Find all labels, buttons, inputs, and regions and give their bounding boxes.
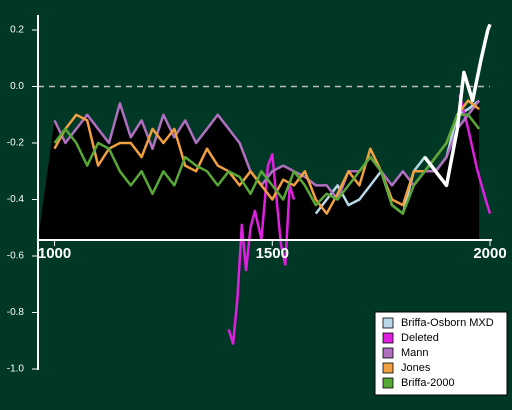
y-tick-label: 0.0 <box>10 81 24 92</box>
y-tick-label: 0.2 <box>10 25 24 36</box>
series-line <box>53 113 481 215</box>
x-tick-label: 1500 <box>256 245 289 262</box>
x-tick-label: 2000 <box>473 245 506 262</box>
y-tick-label: -1.0 <box>7 364 25 375</box>
plot-fill <box>38 100 480 240</box>
legend-swatch <box>382 332 394 344</box>
legend-label: Briffa-Osborn MXD <box>401 317 494 329</box>
legend-label: Deleted <box>401 332 439 344</box>
y-tick-label: -0.2 <box>7 138 25 149</box>
plot-area <box>38 23 492 345</box>
legend-swatch <box>382 347 394 359</box>
legend-label: Mann <box>401 347 429 359</box>
y-tick-label: -0.6 <box>7 251 25 262</box>
legend-label: Briffa-2000 <box>401 377 455 389</box>
legend-swatch <box>382 317 394 329</box>
x-tick-label: 1000 <box>38 245 71 262</box>
legend-swatch <box>382 362 394 374</box>
series-line <box>423 23 492 188</box>
legend: Briffa-Osborn MXD Deleted Mann Jones Briffa-… <box>374 311 508 396</box>
legend-label: Jones <box>401 362 431 374</box>
legend-box <box>374 311 508 396</box>
y-tick-label: -0.4 <box>7 194 25 205</box>
y-tick-label: -0.8 <box>7 307 25 318</box>
legend-swatch <box>382 377 394 389</box>
series-line <box>53 99 480 215</box>
